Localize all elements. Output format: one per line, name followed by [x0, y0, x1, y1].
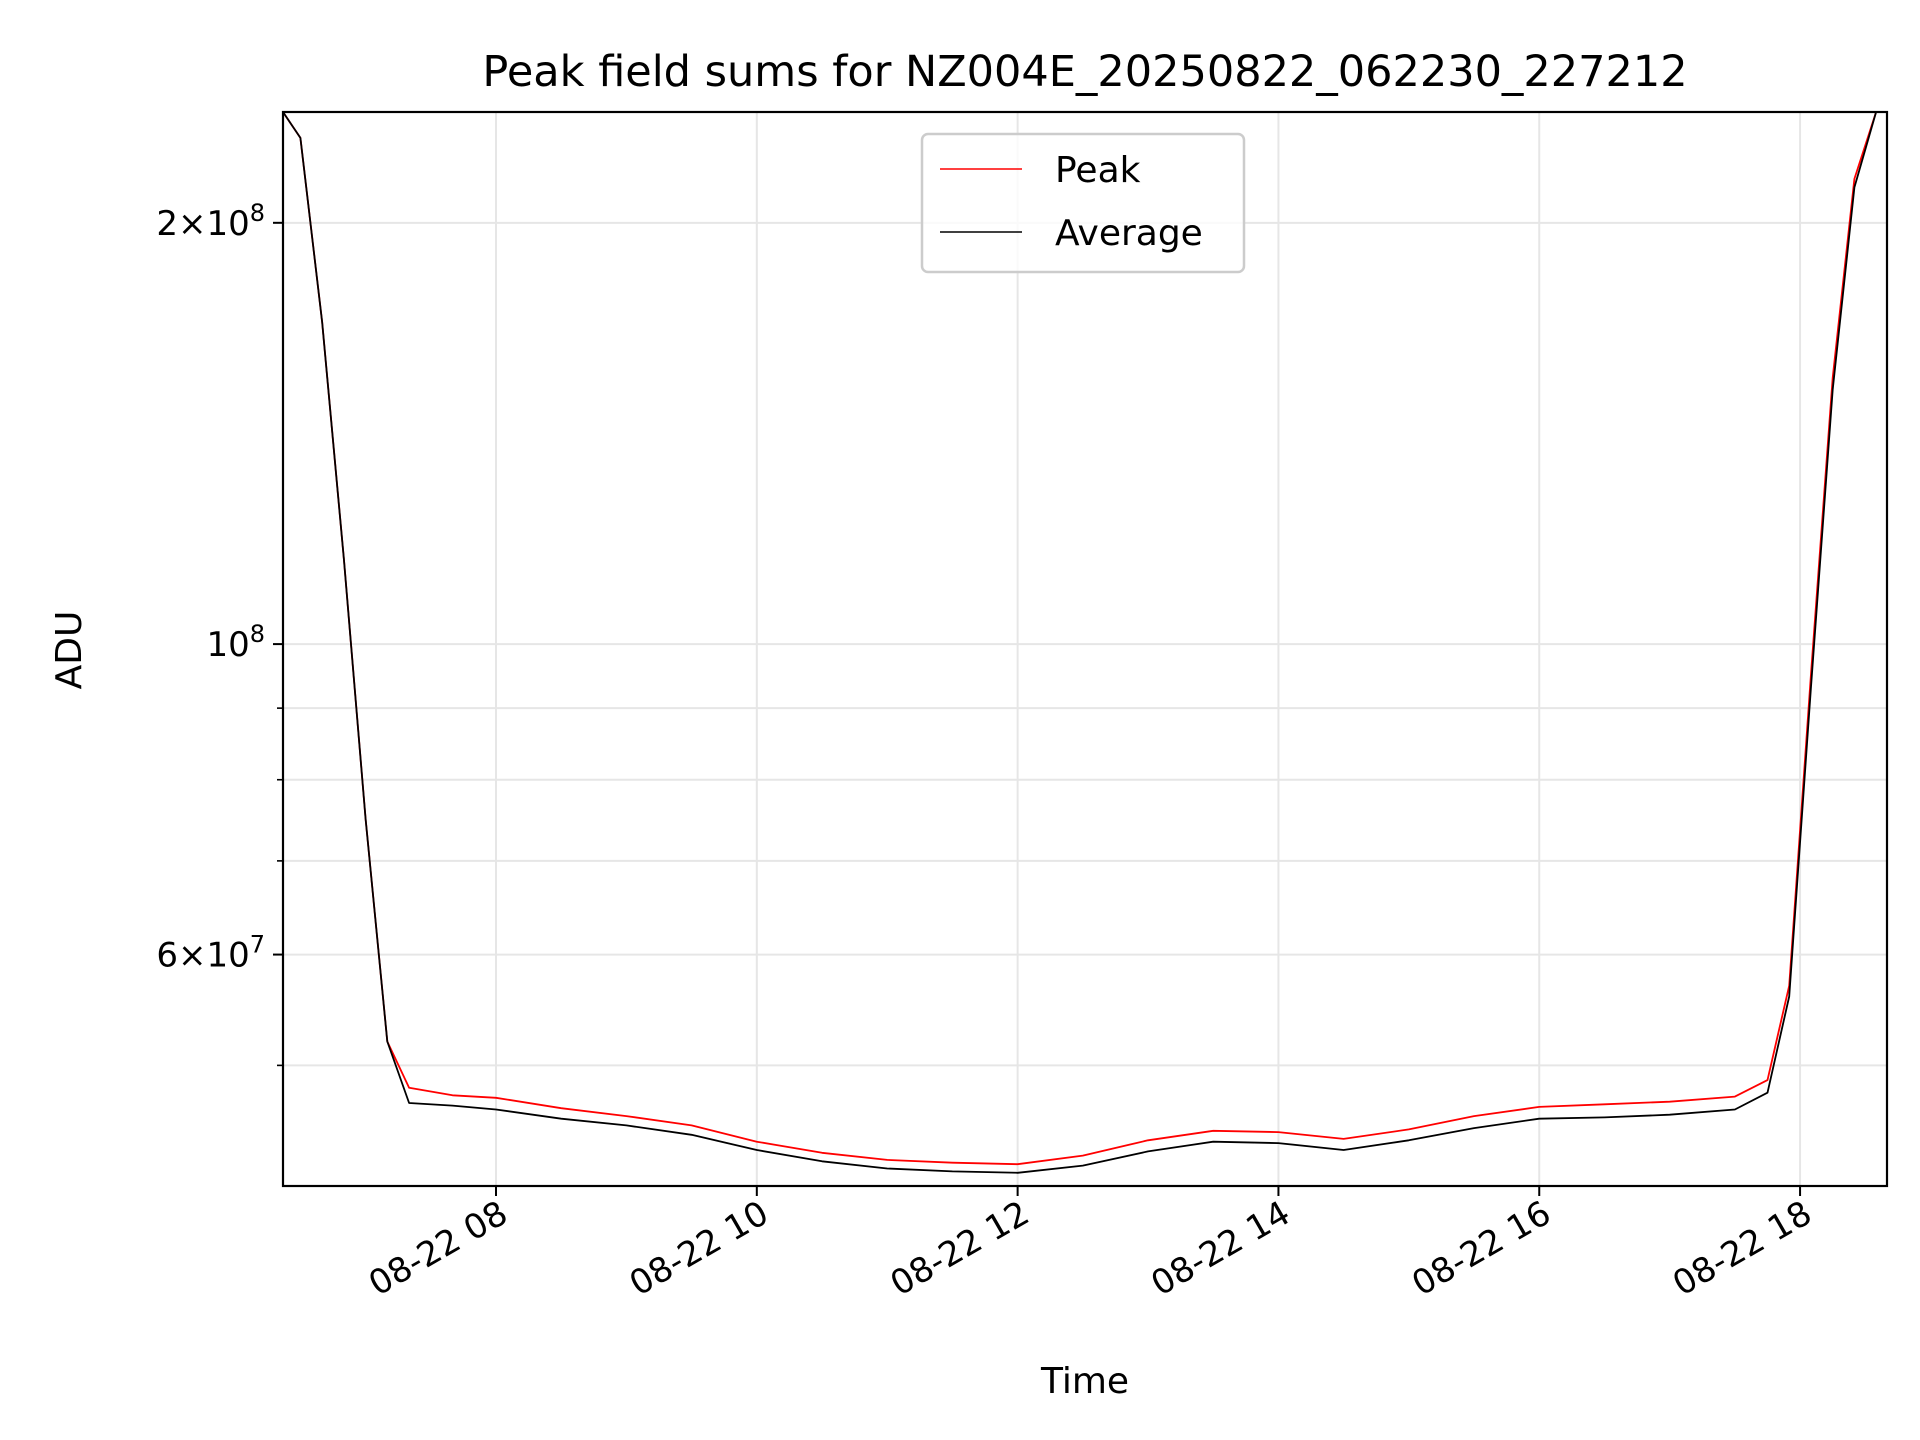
y-tick-label: 6×107 — [156, 931, 265, 976]
y-tick-label: 2×108 — [156, 199, 265, 244]
y-axis-label: ADU — [49, 611, 90, 690]
chart-title: Peak field sums for NZ004E_20250822_0622… — [482, 47, 1687, 97]
grid — [283, 112, 1887, 1186]
y-axis: 2×108 108 6×107 — [156, 199, 283, 1067]
plot-area — [283, 112, 1877, 1174]
series-line-average — [283, 112, 1877, 1174]
series-line-peak — [283, 112, 1877, 1166]
x-axis-label: Time — [1040, 1361, 1129, 1402]
legend: Peak Average — [920, 132, 1246, 274]
y-tick-label: 108 — [206, 620, 265, 665]
axes-frame — [281, 110, 1889, 1188]
legend-label-average: Average — [1055, 213, 1203, 254]
series-layer — [283, 112, 1877, 1174]
legend-label-peak: Peak — [1055, 150, 1141, 191]
